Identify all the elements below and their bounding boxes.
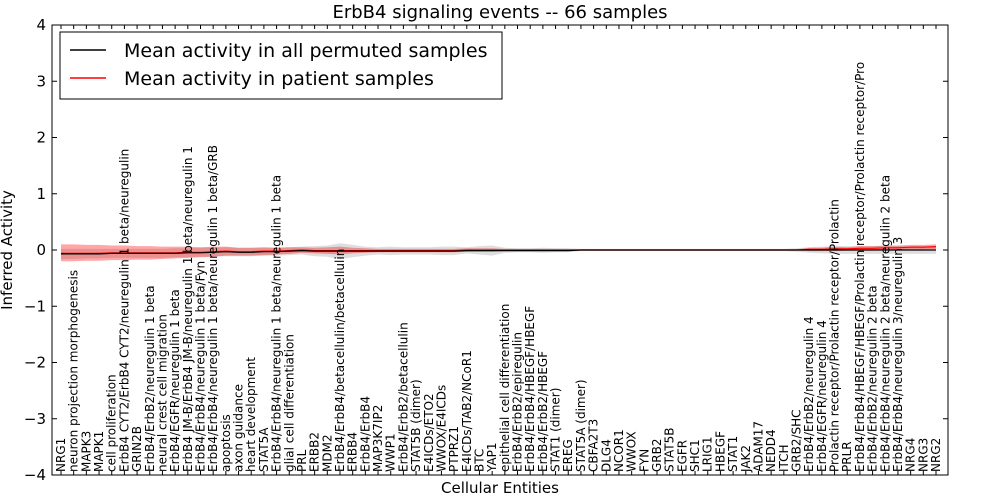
x-tick-label: ErbB4/ErbB4 <box>358 396 372 472</box>
x-tick-label: ERBB4 <box>346 432 360 472</box>
x-tick-label: NRG3 <box>916 438 930 472</box>
x-tick-label: STAT5A (dimer) <box>574 379 588 472</box>
patient-range-band <box>61 244 936 262</box>
y-tick-label: 4 <box>36 16 46 34</box>
x-tick-label: HBEGF <box>713 431 727 472</box>
y-tick-label: 2 <box>36 129 46 147</box>
x-tick-label: ErbB4 CYT2/ErbB4 CYT2/neuregulin 1 beta/… <box>117 149 131 472</box>
x-tick-label: PRL <box>295 449 309 472</box>
plot-area <box>61 243 937 262</box>
x-tick-label: ErbB4/ErbB2/betacellulin <box>396 322 410 472</box>
x-tick-label: CBFA2T3 <box>587 419 601 472</box>
x-tick-label: ErbB4/ErbB4/neuregulin 1 beta/Fyn <box>194 261 208 472</box>
y-tick-label: −2 <box>24 354 46 372</box>
x-tick-label: ErbB4/ErbB2/HBEGF <box>536 351 550 472</box>
legend-box <box>59 31 503 100</box>
legend-label-permuted: Mean activity in all permuted samples <box>124 40 487 62</box>
x-tick-label: ErbB4/ErbB2/neuregulin 2 beta <box>866 285 880 472</box>
x-tick-label: ErbB4/ErbB4/neuregulin 2 beta/neuregulin… <box>878 175 892 472</box>
x-tick-label: ErbB4/ErbB2/epiregulin <box>511 332 525 472</box>
legend-label-patient: Mean activity in patient samples <box>124 68 434 90</box>
x-tick-label: neural crest cell migration <box>155 314 169 472</box>
x-tick-label: MDM2 <box>320 434 334 472</box>
x-tick-label: GRB2 <box>650 438 664 472</box>
y-axis: −4 −3 −2 −1 0 1 2 3 4 <box>24 16 948 484</box>
x-tick-label: ErbB4/ErbB2/neuregulin 1 beta <box>143 285 157 472</box>
x-tick-label: ErbB4/ErbB4/betacellulin/betacellulin <box>333 249 347 472</box>
x-tick-label: ErbB4/ErbB4/neuregulin 1 beta/neuregulin… <box>270 175 284 472</box>
x-tick-label: SHC1 <box>688 439 702 472</box>
y-axis-label: Inferred Activity <box>0 190 16 310</box>
x-tick-label: PTPRZ1 <box>447 426 461 472</box>
x-tick-label: epithelial cell differentiation <box>498 304 512 472</box>
x-tick-label: ErbB4/ErbB4/neuregulin 1 beta/neuregulin… <box>206 145 220 472</box>
x-tick-label: ADAM17 <box>752 421 766 472</box>
y-tick-label: 3 <box>36 72 46 90</box>
chart-title: ErbB4 signaling events -- 66 samples <box>332 2 667 23</box>
y-tick-label: 1 <box>36 185 46 203</box>
x-tick-label: cell proliferation <box>105 374 119 472</box>
x-tick-label: WWOX <box>625 431 639 472</box>
x-tick-label: STAT5B <box>663 428 677 473</box>
x-axis-label: Cellular Entities <box>441 479 559 497</box>
x-tick-label: axon guidance <box>232 384 246 472</box>
x-tick-label: WWP1 <box>384 433 398 472</box>
x-tick-label: LRIG1 <box>701 437 715 473</box>
x-tick-label: EREG <box>561 439 575 472</box>
x-tick-label: MAPK1 <box>92 431 106 472</box>
x-tick-label: GRIN2B <box>130 426 144 472</box>
x-tick-label: STAT1 (dimer) <box>549 388 563 472</box>
x-tick-label: EGFR <box>675 440 689 472</box>
permuted-mean-line <box>61 249 936 255</box>
x-tick-label: MAP3K7IP2 <box>371 405 385 472</box>
x-tick-label: ERBB2 <box>308 432 322 472</box>
x-tick-label: YAP1 <box>485 443 499 473</box>
x-tick-label: ErbB4/ErbB2/neuregulin 4 <box>802 316 816 472</box>
x-tick-label: E4ICDs/ETO2 <box>422 393 436 472</box>
x-tick-label: STAT5A <box>257 427 271 472</box>
x-tick-label: heart development <box>244 357 258 472</box>
x-tick-label: ErbB4/EGFR/neuregulin 1 beta <box>168 289 182 472</box>
x-tick-label: ErbB4/EGFR/neuregulin 4 <box>815 320 829 472</box>
x-tick-label: ITCH <box>777 444 791 472</box>
x-tick-label: ErbB4 JM-B/ErbB4 JM-B/neuregulin 1 beta/… <box>181 146 195 472</box>
x-tick-label: ErbB4/ErbB4/HBEGF/HBEGF/Prolactin recept… <box>853 62 867 472</box>
x-tick-label: NCOR1 <box>612 429 626 472</box>
x-tick-label: NEDD4 <box>764 429 778 472</box>
x-tick-label: glial cell differentiation <box>282 334 296 472</box>
x-tick-label: Prolactin receptor/Prolactin receptor/Pr… <box>828 199 842 472</box>
x-tick-label: apoptosis <box>219 414 233 472</box>
x-tick-label: NRG2 <box>929 438 943 472</box>
x-tick-label: E4ICDs/TAB2/NCoR1 <box>460 350 474 472</box>
x-tick-label: neuron projection morphogenesis <box>67 270 81 472</box>
x-tick-label: ErbB4/ErbB4/neuregulin 3/neuregulin 3 <box>891 237 905 472</box>
x-tick-label: FYN <box>637 449 651 472</box>
x-tick-label: MAPK3 <box>79 431 93 472</box>
legend: Mean activity in all permuted samples Me… <box>59 31 503 100</box>
x-tick-label: STAT5B (dimer) <box>409 379 423 472</box>
x-tick-label: NRG1 <box>54 438 68 472</box>
x-tick-label: BTC <box>473 449 487 472</box>
y-tick-label: −3 <box>24 410 46 428</box>
x-tick-label: JAK2 <box>739 445 753 473</box>
x-tick-label: STAT1 <box>726 436 740 472</box>
x-tick-label: NRG4 <box>904 438 918 472</box>
x-tick-label: PRLR <box>840 441 854 472</box>
x-tick-label: WWOX/E4ICDs <box>434 385 448 472</box>
x-tick-label: GRB2/SHC <box>790 409 804 472</box>
y-tick-label: 0 <box>36 241 46 259</box>
x-tick-label: DLG4 <box>599 439 613 472</box>
y-tick-label: −4 <box>24 466 46 484</box>
x-tick-label: ErbB4/ErbB4/HBEGF/HBEGF <box>523 306 537 472</box>
y-tick-label: −1 <box>24 297 46 315</box>
